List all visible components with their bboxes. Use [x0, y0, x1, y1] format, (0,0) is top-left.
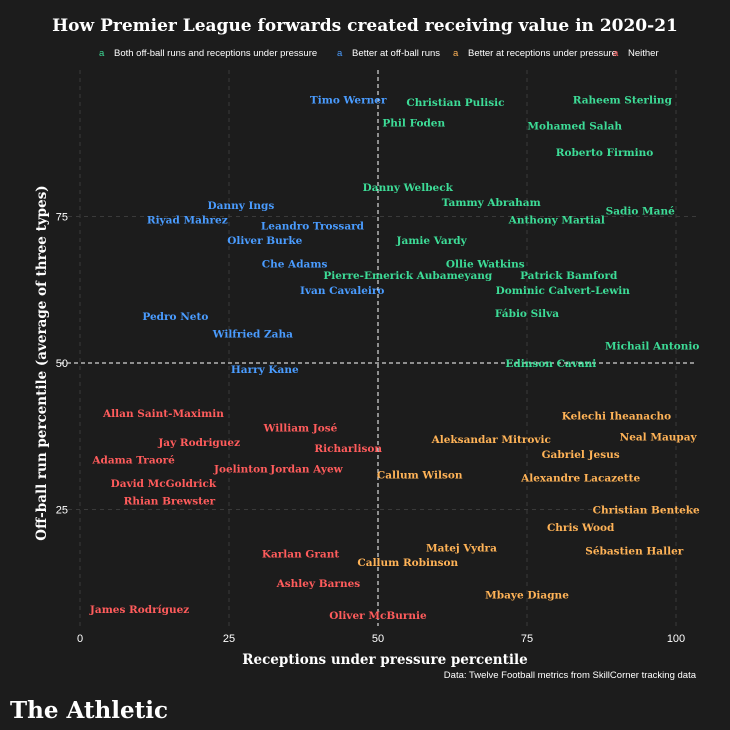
- legend-marker-neither: a: [613, 48, 619, 59]
- player-label: Karlan Grant: [262, 548, 339, 560]
- y-tick-label: 75: [56, 212, 68, 224]
- player-label: Ollie Watkins: [446, 258, 525, 270]
- player-label: Pedro Neto: [142, 311, 208, 323]
- player-label: Kelechi Iheanacho: [562, 411, 671, 423]
- legend: a Both off-ball runs and receptions under…: [99, 48, 659, 59]
- x-tick-label: 50: [372, 633, 384, 645]
- player-label: Timo Werner: [310, 94, 387, 106]
- player-label: Pierre-Emerick Aubameyang: [323, 270, 493, 282]
- grid: [60, 70, 696, 626]
- player-label: Leandro Trossard: [261, 220, 365, 232]
- x-tick-label: 100: [667, 633, 685, 645]
- player-labels: Timo Werner Christian Pulisic Raheem Sterl…: [89, 94, 700, 622]
- player-label: Oliver Burke: [227, 235, 302, 247]
- chart-title: How Premier League forwards created rece…: [52, 16, 678, 36]
- legend-label-receptions: Better at receptions under pressure: [468, 48, 617, 59]
- source-note: Data: Twelve Football metrics from Skill…: [444, 670, 697, 681]
- player-label: Patrick Bamford: [520, 270, 618, 282]
- legend-label-both: Both off-ball runs and receptions under …: [114, 48, 317, 59]
- player-label: Chris Wood: [547, 522, 615, 534]
- player-label: Edinson Cavani: [505, 358, 596, 370]
- axis-ticks: 0 25 50 75 100 25 50 75: [56, 212, 685, 646]
- x-tick-label: 75: [521, 633, 533, 645]
- x-axis-title: Receptions under pressure percentile: [242, 652, 527, 668]
- player-label: Callum Wilson: [377, 469, 463, 481]
- player-label: Che Adams: [262, 258, 328, 270]
- legend-marker-runs: a: [337, 48, 343, 59]
- player-label: Ashley Barnes: [276, 578, 361, 590]
- player-label: Richarlison: [314, 443, 382, 455]
- player-label: Sadio Mané: [606, 206, 675, 218]
- player-label: Harry Kane: [231, 364, 299, 376]
- player-label: Tammy Abraham: [442, 197, 541, 209]
- player-label: Neal Maupay: [620, 431, 698, 443]
- player-label: Mohamed Salah: [527, 121, 622, 133]
- player-label: Michail Antonio: [605, 340, 699, 352]
- x-tick-label: 0: [77, 633, 83, 645]
- player-label: Matej Vydra: [426, 543, 497, 555]
- legend-label-runs: Better at off-ball runs: [352, 48, 440, 59]
- player-label: Danny Ings: [208, 200, 275, 212]
- y-axis-title: Off-ball run percentile (average of thre…: [34, 185, 50, 540]
- player-label: James Rodríguez: [89, 604, 189, 616]
- player-label: Ivan Cavaleiro: [300, 285, 384, 297]
- legend-marker-receptions: a: [453, 48, 459, 59]
- player-label: Roberto Firmino: [556, 147, 654, 159]
- player-label: Oliver McBurnie: [329, 610, 427, 622]
- player-label: Alexandre Lacazette: [520, 472, 640, 484]
- brand-logo: The Athletic: [10, 697, 168, 724]
- player-label: Mbaye Diagne: [485, 589, 569, 601]
- y-tick-label: 25: [56, 505, 68, 517]
- player-label: Jordan Ayew: [269, 463, 343, 475]
- player-label: Jamie Vardy: [396, 235, 468, 247]
- player-label: Raheem Sterling: [573, 94, 673, 106]
- y-tick-label: 50: [56, 358, 68, 370]
- player-label: Sébastien Haller: [585, 546, 684, 558]
- player-label: Joelinton: [213, 463, 268, 475]
- player-label: Fábio Silva: [495, 308, 559, 320]
- player-label: Aleksandar Mitrovic: [431, 434, 551, 446]
- player-label: Adama Traoré: [91, 455, 175, 467]
- player-label: Jay Rodriguez: [157, 437, 240, 449]
- player-label: David McGoldrick: [111, 478, 217, 490]
- legend-marker-both: a: [99, 48, 105, 59]
- legend-label-neither: Neither: [628, 48, 659, 59]
- player-label: Callum Robinson: [357, 557, 458, 569]
- player-label: Christian Benteke: [593, 505, 700, 517]
- player-label: Danny Welbeck: [363, 182, 454, 194]
- x-tick-label: 25: [223, 633, 235, 645]
- player-label: Christian Pulisic: [406, 97, 504, 109]
- player-label: Gabriel Jesus: [542, 449, 620, 461]
- player-label: Phil Foden: [382, 118, 445, 130]
- player-label: Anthony Martial: [508, 214, 605, 226]
- player-label: Rhian Brewster: [124, 496, 216, 508]
- player-label: Wilfried Zaha: [212, 329, 293, 341]
- player-label: Riyad Mahrez: [147, 214, 228, 226]
- player-label: Dominic Calvert-Lewin: [496, 285, 631, 297]
- player-label: William José: [263, 422, 338, 434]
- player-label: Allan Saint-Maximin: [102, 408, 224, 420]
